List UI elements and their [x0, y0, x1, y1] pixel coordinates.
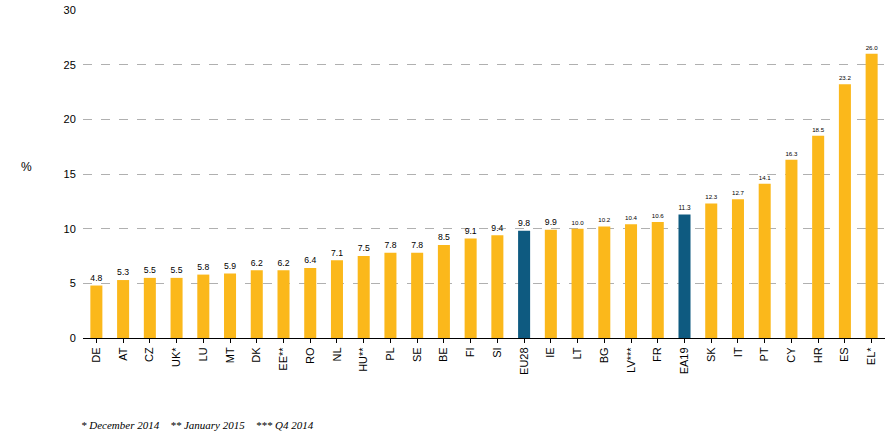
svg-text:5.8: 5.8: [197, 262, 209, 272]
svg-text:10.0: 10.0: [572, 219, 585, 226]
svg-text:5.3: 5.3: [117, 267, 129, 277]
svg-text:PT: PT: [758, 347, 770, 361]
svg-text:26.0: 26.0: [866, 44, 879, 51]
svg-text:AT: AT: [117, 347, 129, 361]
svg-text:7.1: 7.1: [331, 248, 343, 258]
svg-text:10: 10: [64, 223, 76, 235]
svg-text:CZ: CZ: [143, 347, 155, 362]
svg-text:FI: FI: [464, 347, 476, 357]
svg-text:LV***: LV***: [625, 347, 637, 373]
svg-text:EA19: EA19: [678, 347, 690, 374]
svg-text:12.3: 12.3: [705, 193, 718, 200]
svg-text:IE: IE: [544, 347, 556, 357]
svg-text:HR: HR: [812, 347, 824, 363]
svg-text:FR: FR: [651, 347, 663, 362]
svg-text:6.2: 6.2: [277, 258, 289, 268]
svg-text:9.8: 9.8: [518, 218, 530, 228]
svg-text:10.6: 10.6: [652, 212, 665, 219]
svg-text:6.2: 6.2: [251, 258, 263, 268]
svg-text:5.5: 5.5: [171, 265, 183, 275]
svg-text:HU**: HU**: [357, 347, 369, 372]
svg-text:LU: LU: [197, 347, 209, 361]
svg-text:5.5: 5.5: [144, 265, 156, 275]
svg-text:SK: SK: [705, 347, 717, 362]
svg-text:%: %: [21, 160, 32, 174]
svg-text:15: 15: [64, 168, 76, 180]
svg-text:5: 5: [70, 277, 76, 289]
svg-text:16.3: 16.3: [785, 150, 798, 157]
svg-text:11.3: 11.3: [679, 204, 691, 211]
svg-text:EU28: EU28: [518, 347, 530, 375]
svg-text:EL*: EL*: [865, 347, 877, 365]
svg-text:7.5: 7.5: [358, 243, 370, 253]
svg-text:9.9: 9.9: [545, 217, 557, 227]
svg-text:20: 20: [64, 113, 76, 125]
svg-text:18.5: 18.5: [812, 126, 825, 133]
svg-text:0: 0: [70, 332, 76, 344]
svg-text:BG: BG: [598, 347, 610, 363]
svg-text:DE: DE: [90, 347, 102, 362]
svg-text:5.9: 5.9: [224, 261, 236, 271]
svg-text:7.8: 7.8: [411, 240, 423, 250]
svg-text:* December 2014 ** January: * December 2014 ** January 2015 *** Q4 2…: [81, 419, 314, 431]
svg-text:7.8: 7.8: [384, 240, 396, 250]
svg-text:9.4: 9.4: [491, 223, 503, 233]
svg-text:12.7: 12.7: [732, 189, 745, 196]
svg-text:PL: PL: [384, 347, 396, 360]
svg-text:ES: ES: [838, 347, 850, 362]
svg-text:IT: IT: [732, 347, 744, 357]
svg-text:EE**: EE**: [277, 347, 289, 371]
svg-text:10.2: 10.2: [598, 216, 611, 223]
svg-text:SI: SI: [491, 347, 503, 357]
svg-text:NL: NL: [331, 347, 343, 361]
svg-text:MT: MT: [224, 347, 236, 363]
svg-text:30: 30: [64, 4, 76, 16]
svg-text:UK*: UK*: [170, 347, 182, 367]
svg-text:6.4: 6.4: [304, 255, 316, 265]
svg-text:14.1: 14.1: [759, 174, 772, 181]
svg-text:25: 25: [64, 59, 76, 71]
svg-text:SE: SE: [411, 347, 423, 362]
svg-text:DK: DK: [250, 347, 262, 363]
svg-text:LT: LT: [571, 347, 583, 359]
svg-text:CY: CY: [785, 347, 797, 363]
svg-text:8.5: 8.5: [438, 232, 450, 242]
svg-text:9.1: 9.1: [465, 226, 477, 236]
svg-text:4.8: 4.8: [90, 273, 102, 283]
svg-text:23.2: 23.2: [839, 74, 852, 81]
svg-text:RO: RO: [304, 347, 316, 364]
svg-text:10.4: 10.4: [625, 214, 638, 221]
svg-text:BE: BE: [437, 347, 449, 362]
